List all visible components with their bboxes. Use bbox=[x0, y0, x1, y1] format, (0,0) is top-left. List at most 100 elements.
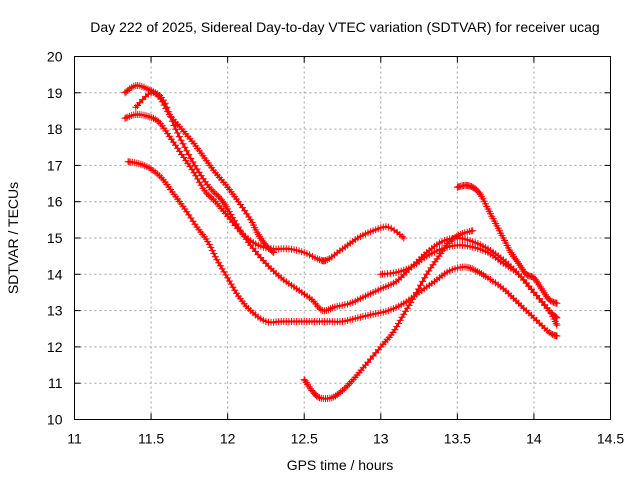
data-point bbox=[419, 277, 427, 285]
data-point bbox=[185, 151, 193, 159]
data-point bbox=[317, 306, 325, 314]
series-track-g bbox=[377, 241, 561, 322]
data-point bbox=[220, 268, 228, 276]
data-point bbox=[195, 178, 203, 186]
series-track-d bbox=[124, 158, 561, 340]
y-tick-label: 11 bbox=[48, 375, 63, 391]
data-point bbox=[207, 243, 215, 251]
data-point bbox=[209, 187, 217, 195]
data-point bbox=[400, 310, 408, 318]
data-point bbox=[337, 388, 345, 396]
data-point bbox=[122, 88, 130, 96]
data-point bbox=[552, 320, 560, 328]
data-point bbox=[211, 253, 219, 261]
data-point bbox=[314, 393, 322, 401]
x-tick-label: 11 bbox=[67, 431, 82, 447]
data-point bbox=[187, 154, 195, 162]
data-point bbox=[167, 113, 174, 121]
data-point bbox=[467, 264, 475, 272]
y-tick-label: 14 bbox=[47, 266, 63, 282]
data-point bbox=[214, 192, 222, 200]
data-point bbox=[124, 87, 132, 94]
data-point bbox=[213, 256, 221, 264]
data-point bbox=[174, 129, 182, 137]
data-point bbox=[168, 117, 176, 125]
series-track-b bbox=[121, 111, 408, 265]
data-point bbox=[407, 298, 415, 306]
data-point bbox=[398, 313, 406, 321]
data-point bbox=[547, 309, 555, 316]
data-point bbox=[122, 114, 130, 122]
data-point bbox=[163, 103, 171, 111]
y-tick-label: 15 bbox=[47, 230, 63, 246]
data-point bbox=[400, 234, 408, 242]
y-tick-label: 20 bbox=[47, 49, 63, 65]
data-point bbox=[403, 304, 411, 312]
data-point bbox=[322, 257, 330, 264]
data-point bbox=[208, 194, 216, 202]
y-tick-label: 17 bbox=[47, 157, 63, 173]
data-point bbox=[161, 99, 169, 107]
data-point bbox=[547, 297, 555, 305]
series-track-f bbox=[453, 181, 561, 307]
y-axis-label: SDTVAR / TECUs bbox=[5, 182, 21, 294]
y-tick-label: 16 bbox=[47, 194, 63, 210]
data-point bbox=[231, 286, 239, 294]
x-tick-label: 13 bbox=[373, 431, 389, 447]
data-point bbox=[335, 389, 343, 397]
data-point bbox=[197, 181, 205, 189]
data-point bbox=[177, 136, 185, 144]
data-point bbox=[227, 280, 235, 288]
data-point bbox=[179, 140, 187, 148]
data-point bbox=[531, 275, 539, 283]
data-point bbox=[553, 299, 561, 307]
data-point bbox=[215, 259, 223, 267]
axis-ticks: 11 11.5 12 12.5 13 13.5 14 14.51011121314151617… bbox=[47, 49, 624, 447]
data-point bbox=[204, 191, 212, 199]
data-point bbox=[475, 189, 483, 197]
x-tick-label: 11.5 bbox=[138, 431, 164, 447]
y-tick-label: 18 bbox=[47, 121, 63, 137]
data-point bbox=[468, 265, 476, 273]
data-point bbox=[339, 387, 346, 394]
data-point bbox=[218, 265, 226, 273]
data-point bbox=[396, 316, 404, 324]
data-point bbox=[225, 277, 233, 285]
data-point bbox=[211, 189, 219, 197]
data-point bbox=[170, 122, 178, 129]
y-tick-label: 10 bbox=[47, 412, 63, 428]
data-point bbox=[183, 147, 191, 155]
data-point bbox=[202, 189, 210, 197]
data-point bbox=[139, 96, 147, 104]
y-tick-label: 12 bbox=[47, 339, 63, 355]
data-point bbox=[222, 271, 230, 279]
data-point bbox=[551, 312, 559, 320]
series-track-a bbox=[121, 82, 278, 256]
data-point bbox=[391, 326, 399, 334]
data-point bbox=[172, 125, 180, 133]
data-point bbox=[465, 264, 473, 272]
x-tick-label: 14.5 bbox=[597, 431, 624, 447]
data-point bbox=[395, 320, 402, 327]
data-point bbox=[342, 383, 350, 391]
data-point bbox=[175, 133, 183, 141]
data-point bbox=[210, 250, 218, 258]
data-layer bbox=[121, 82, 561, 403]
data-point bbox=[469, 227, 477, 235]
data-point bbox=[220, 199, 228, 207]
data-point bbox=[470, 266, 478, 274]
data-point bbox=[227, 211, 235, 218]
data-point bbox=[229, 283, 237, 291]
data-point bbox=[552, 313, 560, 321]
data-point bbox=[153, 116, 161, 124]
chart-title: Day 222 of 2025, Sidereal Day-to-day VTE… bbox=[90, 19, 599, 35]
data-point bbox=[340, 385, 348, 393]
x-axis-label: GPS time / hours bbox=[287, 457, 394, 473]
data-point bbox=[224, 274, 232, 282]
data-point bbox=[513, 258, 521, 266]
data-point bbox=[453, 232, 461, 240]
data-point bbox=[124, 113, 132, 121]
series-line bbox=[134, 91, 558, 327]
x-tick-label: 13.5 bbox=[444, 431, 471, 447]
